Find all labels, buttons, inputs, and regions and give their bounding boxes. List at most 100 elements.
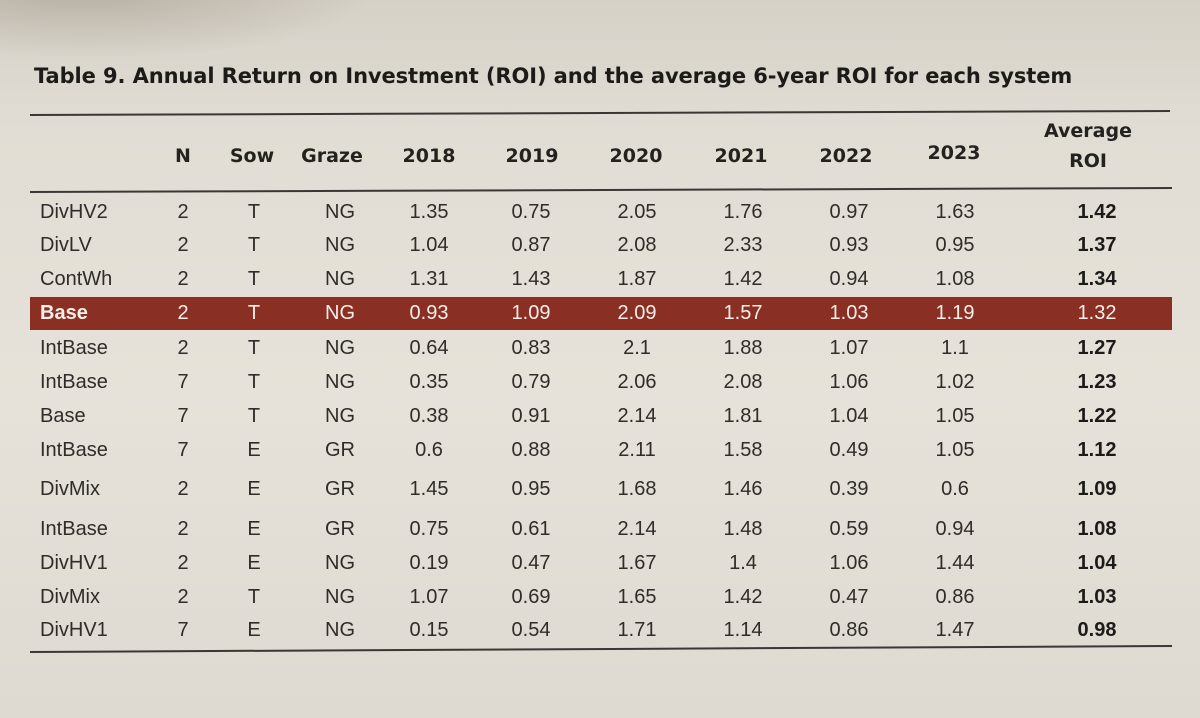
cell-y2019: 1.09 <box>511 302 551 324</box>
cell-y2018: 0.35 <box>409 371 449 393</box>
table-row: DivHV1 2 E NG 0.19 0.47 1.67 1.4 1.06 1.44 1.04 <box>30 547 1172 580</box>
cell-system: DivHV1 <box>40 619 108 641</box>
cell-system: IntBase <box>40 439 108 461</box>
cell-y2023: 1.05 <box>935 405 975 427</box>
cell-n: 2 <box>177 201 189 223</box>
cell-y2023: 0.6 <box>941 478 969 500</box>
cell-y2022: 1.07 <box>829 337 869 359</box>
header-average-line1: Average <box>1044 120 1132 142</box>
table-row: DivMix 2 E GR 1.45 0.95 1.68 1.46 0.39 0.6 1.09 <box>30 473 1172 506</box>
header-2020: 2020 <box>609 145 663 167</box>
cell-sow: T <box>247 201 261 223</box>
table-row: DivLV 2 T NG 1.04 0.87 2.08 2.33 0.93 0.95 1.37 <box>30 229 1172 262</box>
cell-graze: NG <box>325 268 355 290</box>
cell-y2019: 0.91 <box>511 405 551 427</box>
cell-system: ContWh <box>40 268 113 290</box>
table-caption: Table 9. Annual Return on Investment (RO… <box>34 64 1073 88</box>
cell-y2019: 0.88 <box>511 439 551 461</box>
cell-y2020: 1.71 <box>617 619 657 641</box>
cell-y2018: 0.93 <box>409 302 449 324</box>
cell-y2021: 1.42 <box>723 268 763 290</box>
cell-avg: 1.34 <box>1077 268 1117 290</box>
cell-y2022: 1.06 <box>829 552 869 574</box>
cell-y2022: 1.04 <box>829 405 869 427</box>
cell-avg: 1.09 <box>1077 478 1117 500</box>
cell-y2019: 0.69 <box>511 586 551 608</box>
cell-sow: E <box>247 518 261 540</box>
cell-y2021: 2.08 <box>723 371 763 393</box>
cell-y2018: 1.35 <box>409 201 449 223</box>
cell-avg: 1.37 <box>1077 234 1117 256</box>
cell-y2021: 1.81 <box>723 405 763 427</box>
cell-avg: 1.32 <box>1077 302 1117 324</box>
table-row: IntBase 2 T NG 0.64 0.83 2.1 1.88 1.07 1.1 1.27 <box>30 332 1172 365</box>
table-row: IntBase 7 E GR 0.6 0.88 2.11 1.58 0.49 1.05 1.12 <box>30 434 1172 467</box>
cell-graze: NG <box>325 337 355 359</box>
cell-sow: T <box>247 405 261 427</box>
cell-y2020: 1.87 <box>617 268 657 290</box>
cell-y2019: 0.75 <box>511 201 551 223</box>
cell-avg: 1.27 <box>1077 337 1117 359</box>
cell-avg: 1.08 <box>1077 518 1117 540</box>
cell-y2020: 1.67 <box>617 552 657 574</box>
cell-graze: NG <box>325 405 355 427</box>
cell-y2018: 1.31 <box>409 268 449 290</box>
cell-graze: GR <box>325 439 355 461</box>
table-row: Base 7 T NG 0.38 0.91 2.14 1.81 1.04 1.05 1.22 <box>30 400 1172 433</box>
cell-avg: 1.04 <box>1077 552 1117 574</box>
cell-avg: 1.03 <box>1077 586 1117 608</box>
cell-system: DivHV1 <box>40 552 108 574</box>
header-2019: 2019 <box>505 145 559 167</box>
table-row: DivHV1 7 E NG 0.15 0.54 1.71 1.14 0.86 1.47 0.98 <box>30 614 1172 647</box>
cell-y2022: 0.93 <box>829 234 869 256</box>
cell-system: DivMix <box>40 586 100 608</box>
header-average-line2: ROI <box>1069 150 1107 172</box>
cell-system: IntBase <box>40 371 108 393</box>
cell-graze: NG <box>325 302 355 324</box>
cell-y2022: 0.47 <box>829 586 869 608</box>
cell-y2020: 2.09 <box>617 302 657 324</box>
cell-n: 2 <box>177 552 189 574</box>
cell-y2020: 2.08 <box>617 234 657 256</box>
cell-y2023: 1.44 <box>935 552 975 574</box>
cell-y2022: 0.49 <box>829 439 869 461</box>
cell-sow: E <box>247 478 261 500</box>
cell-y2020: 2.1 <box>623 337 651 359</box>
cell-y2018: 1.04 <box>409 234 449 256</box>
cell-y2020: 2.14 <box>617 405 657 427</box>
cell-y2021: 1.14 <box>723 619 763 641</box>
cell-y2018: 0.15 <box>409 619 449 641</box>
cell-n: 2 <box>177 478 189 500</box>
cell-y2020: 1.65 <box>617 586 657 608</box>
cell-y2018: 0.6 <box>415 439 443 461</box>
cell-y2018: 0.38 <box>409 405 449 427</box>
cell-y2019: 0.95 <box>511 478 551 500</box>
cell-y2019: 0.61 <box>511 518 551 540</box>
cell-n: 2 <box>177 518 189 540</box>
cell-y2020: 2.14 <box>617 518 657 540</box>
cell-y2019: 0.83 <box>511 337 551 359</box>
cell-y2018: 1.45 <box>409 478 449 500</box>
table-row: IntBase 7 T NG 0.35 0.79 2.06 2.08 1.06 1.02 1.23 <box>30 366 1172 399</box>
table-row-highlighted: Base 2 T NG 0.93 1.09 2.09 1.57 1.03 1.19 1.32 <box>30 297 1172 330</box>
cell-y2021: 1.76 <box>723 201 763 223</box>
cell-n: 7 <box>177 371 189 393</box>
cell-y2021: 1.42 <box>723 586 763 608</box>
cell-system: Base <box>40 302 88 324</box>
cell-y2020: 1.68 <box>617 478 657 500</box>
cell-avg: 1.22 <box>1077 405 1117 427</box>
table-row: IntBase 2 E GR 0.75 0.61 2.14 1.48 0.59 0.94 1.08 <box>30 513 1172 546</box>
cell-y2022: 0.59 <box>829 518 869 540</box>
cell-y2023: 1.63 <box>935 201 975 223</box>
cell-n: 7 <box>177 439 189 461</box>
cell-n: 7 <box>177 619 189 641</box>
cell-y2023: 1.1 <box>941 337 969 359</box>
cell-sow: T <box>247 337 261 359</box>
header-2018: 2018 <box>402 145 456 167</box>
cell-sow: T <box>247 586 261 608</box>
cell-n: 2 <box>177 337 189 359</box>
cell-n: 2 <box>177 234 189 256</box>
cell-y2022: 1.06 <box>829 371 869 393</box>
cell-sow: T <box>247 371 261 393</box>
